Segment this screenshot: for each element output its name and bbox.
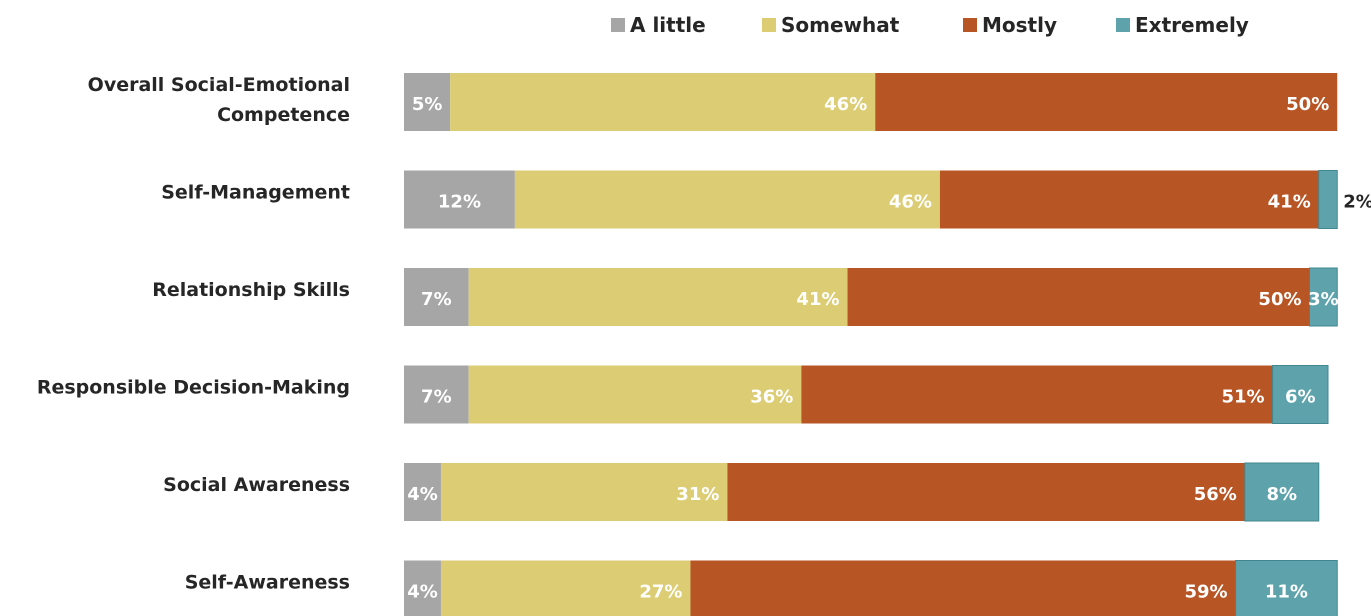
data-label-somewhat: 36% (750, 387, 793, 408)
data-label-mostly: 50% (1286, 94, 1329, 115)
data-label-extremely: 6% (1285, 387, 1316, 408)
data-label-extremely: 8% (1267, 484, 1298, 505)
bar-segment-somewhat (450, 73, 876, 131)
bar-segment-a-little (404, 73, 451, 131)
data-label-a-little: 7% (421, 289, 452, 310)
bar-segment-somewhat (514, 170, 940, 229)
legend-swatch-mostly (963, 18, 977, 32)
legend-swatch-extremely (1116, 18, 1130, 32)
category-labels: Overall Social-Emotional Competence Self-M… (37, 74, 350, 594)
category-label: Self-Awareness (185, 572, 350, 594)
data-label-a-little: 4% (407, 484, 438, 505)
bar-segment-mostly (801, 365, 1273, 424)
bar-segment-mostly (690, 560, 1236, 616)
bar-segment-mostly (939, 170, 1319, 229)
bar-segment-extremely (1318, 170, 1338, 229)
data-label-somewhat: 46% (889, 192, 932, 213)
category-label: Responsible Decision-Making (37, 377, 350, 399)
bar-segment-a-little (404, 170, 515, 229)
bar-segment-extremely (1235, 560, 1338, 616)
legend-swatch-a-little (611, 18, 625, 32)
data-label-mostly: 59% (1185, 582, 1228, 603)
data-label-a-little: 5% (412, 94, 443, 115)
category-label: Overall Social-Emotional (88, 74, 350, 96)
bar-segment-a-little (404, 463, 441, 521)
bar-segment-mostly (847, 268, 1310, 326)
data-label-somewhat: 27% (639, 582, 682, 603)
bar-segment-a-little (404, 268, 469, 326)
category-label: Competence (217, 104, 350, 126)
legend-label-mostly: Mostly (982, 13, 1057, 37)
data-label-a-little: 12% (438, 192, 481, 213)
data-label-somewhat: 41% (796, 289, 839, 310)
data-label-a-little: 7% (421, 387, 452, 408)
legend-label-a-little: A little (630, 13, 706, 37)
bar-segment-mostly (727, 463, 1245, 521)
data-label-somewhat: 46% (824, 94, 867, 115)
bar-segment-mostly (875, 73, 1338, 131)
category-label: Relationship Skills (152, 279, 350, 301)
data-label-mostly: 41% (1268, 192, 1311, 213)
bar-segment-extremely (1272, 365, 1329, 424)
data-label-extremely: 3% (1308, 289, 1339, 310)
bar-segment-extremely (1309, 267, 1338, 327)
bar-segment-somewhat (440, 463, 728, 521)
legend-label-extremely: Extremely (1135, 13, 1249, 37)
bar-segment-a-little (404, 560, 441, 616)
data-label-somewhat: 31% (676, 484, 719, 505)
data-label-extremely: 11% (1265, 582, 1308, 603)
bar-segment-a-little (404, 365, 469, 424)
data-label-mostly: 51% (1221, 387, 1264, 408)
legend-swatch-somewhat (762, 18, 776, 32)
legend: A little Somewhat Mostly Extremely (611, 13, 1249, 37)
bar-segment-somewhat (468, 365, 802, 424)
data-label-mostly: 50% (1258, 289, 1301, 310)
data-labels: 5% 46% 50% 12% 46% 41% 2% 7% 41% 50% 3% 7% 36% 51% 6% 4… (407, 94, 1371, 603)
bar-segment-extremely (1244, 462, 1320, 522)
category-label: Social Awareness (163, 474, 350, 496)
bar-segment-somewhat (440, 560, 691, 616)
bar-segment-somewhat (468, 268, 848, 326)
data-label-extremely: 2% (1343, 192, 1371, 213)
bars (404, 73, 1338, 616)
data-label-mostly: 56% (1194, 484, 1237, 505)
category-label: Self-Management (161, 182, 350, 204)
data-label-a-little: 4% (407, 582, 438, 603)
legend-label-somewhat: Somewhat (781, 13, 900, 37)
